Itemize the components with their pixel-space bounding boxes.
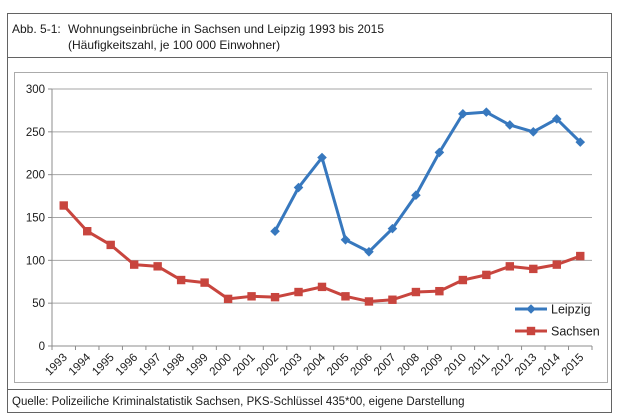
figure-source: Quelle: Polizeiliche Kriminalstatistik S… <box>8 389 611 408</box>
x-axis-label: 2009 <box>419 352 446 379</box>
x-axis-label: 1998 <box>161 352 188 379</box>
leipzig-marker <box>387 223 398 234</box>
sachsen-marker <box>270 292 280 302</box>
y-axis-label: 250 <box>26 127 45 139</box>
sachsen-marker <box>294 287 303 297</box>
sachsen-marker <box>482 270 491 280</box>
legend-group: Leipzig Sachsen <box>515 303 600 339</box>
chart-svg: 0501001502002503001993199419951996199719… <box>26 84 600 378</box>
sachsen-marker <box>529 264 538 274</box>
x-axis-label: 2015 <box>560 352 587 379</box>
leipzig-marker <box>364 246 374 257</box>
sachsen-marker <box>576 251 585 261</box>
leipzig-marker <box>270 226 280 237</box>
leipzig-marker <box>526 304 536 314</box>
leipzig-marker <box>317 152 327 163</box>
x-axis-label: 1997 <box>137 352 164 379</box>
sachsen-marker <box>153 262 162 271</box>
leipzig-line <box>273 110 582 254</box>
x-axis-label: 1996 <box>114 352 141 379</box>
sachsen-marker <box>223 294 233 304</box>
sachsen-marker <box>83 227 92 236</box>
x-axis-label: 2010 <box>442 352 469 379</box>
sachsen-marker <box>411 287 421 297</box>
y-axis-label: 150 <box>26 213 45 225</box>
x-axis-label: 1999 <box>184 352 211 379</box>
x-axis-label: 2005 <box>325 352 352 379</box>
figure-title-line2: (Häufigkeitszahl, je 100 000 Einwohner) <box>68 38 281 52</box>
sachsen-marker <box>247 292 256 301</box>
leipzig-marker <box>505 120 515 130</box>
chart-frame: 0 50 100 150 200 250 300 1993 1994 1995 1996 1997 19… <box>14 72 608 383</box>
x-axis-label: 1995 <box>90 352 117 379</box>
y-axis-label: 300 <box>26 84 45 96</box>
figure-number-label: Abb. 5-1: <box>12 22 61 36</box>
sachsen-marker <box>388 295 397 304</box>
x-axis-label: 2012 <box>489 352 516 379</box>
series-group <box>59 107 586 306</box>
x-axis-label: 2000 <box>208 352 235 379</box>
sachsen-marker <box>364 297 374 306</box>
sachsen-marker <box>106 240 115 250</box>
figure-box: Abb. 5-1: Wohnungseinbrüche in Sachsen u… <box>7 13 612 413</box>
legend-leipzig-label: Leipzig <box>551 303 591 317</box>
leipzig-marker <box>458 109 468 119</box>
leipzig-marker <box>434 147 445 158</box>
x-axis-label: 2002 <box>255 352 282 379</box>
sachsen-marker <box>200 278 209 287</box>
y-axis-label: 200 <box>26 170 45 182</box>
x-axis-label: 2003 <box>278 352 305 379</box>
y-axis-label: 50 <box>32 298 45 310</box>
sachsen-marker <box>505 262 515 271</box>
x-axis-label: 2004 <box>302 351 329 378</box>
sachsen-marker <box>317 282 327 292</box>
x-axis-label: 2013 <box>513 352 540 379</box>
gridlines-group <box>52 88 592 304</box>
x-axis-label: 1993 <box>43 352 70 379</box>
sachsen-marker <box>59 201 68 210</box>
sachsen-marker <box>458 275 468 285</box>
figure-title: Wohnungseinbrüche in Sachsen und Leipzig… <box>68 21 384 53</box>
x-axis-label: 2008 <box>395 352 422 379</box>
sachsen-marker <box>552 260 561 269</box>
leipzig-marker <box>551 114 562 124</box>
sachsen-marker <box>129 260 139 269</box>
axis-labels-group: 0501001502002503001993199419951996199719… <box>26 84 587 378</box>
y-axis-label: 0 <box>39 341 45 353</box>
leipzig-marker <box>481 107 492 117</box>
chart-section: 0 50 100 150 200 250 300 1993 1994 1995 1996 1997 19… <box>8 58 611 389</box>
sachsen-marker <box>341 292 350 301</box>
legend-sachsen-label: Sachsen <box>551 325 600 339</box>
leipzig-marker <box>575 137 586 147</box>
leipzig-marker <box>293 182 304 193</box>
axes-group <box>48 88 593 350</box>
figure-caption: Abb. 5-1: Wohnungseinbrüche in Sachsen u… <box>8 14 611 58</box>
x-axis-label: 2001 <box>231 352 258 379</box>
x-axis-label: 2007 <box>372 352 399 379</box>
x-axis-label: 2006 <box>348 352 375 379</box>
x-axis-label: 2014 <box>536 351 563 378</box>
x-axis-label: 2011 <box>466 352 492 378</box>
y-axis-label: 100 <box>26 255 45 267</box>
sachsen-marker <box>176 275 186 285</box>
sachsen-marker <box>526 326 536 336</box>
x-axis-label: 1994 <box>67 351 94 378</box>
leipzig-marker <box>340 234 351 245</box>
figure-title-line1: Wohnungseinbrüche in Sachsen und Leipzig… <box>68 22 385 36</box>
sachsen-marker <box>435 286 444 296</box>
